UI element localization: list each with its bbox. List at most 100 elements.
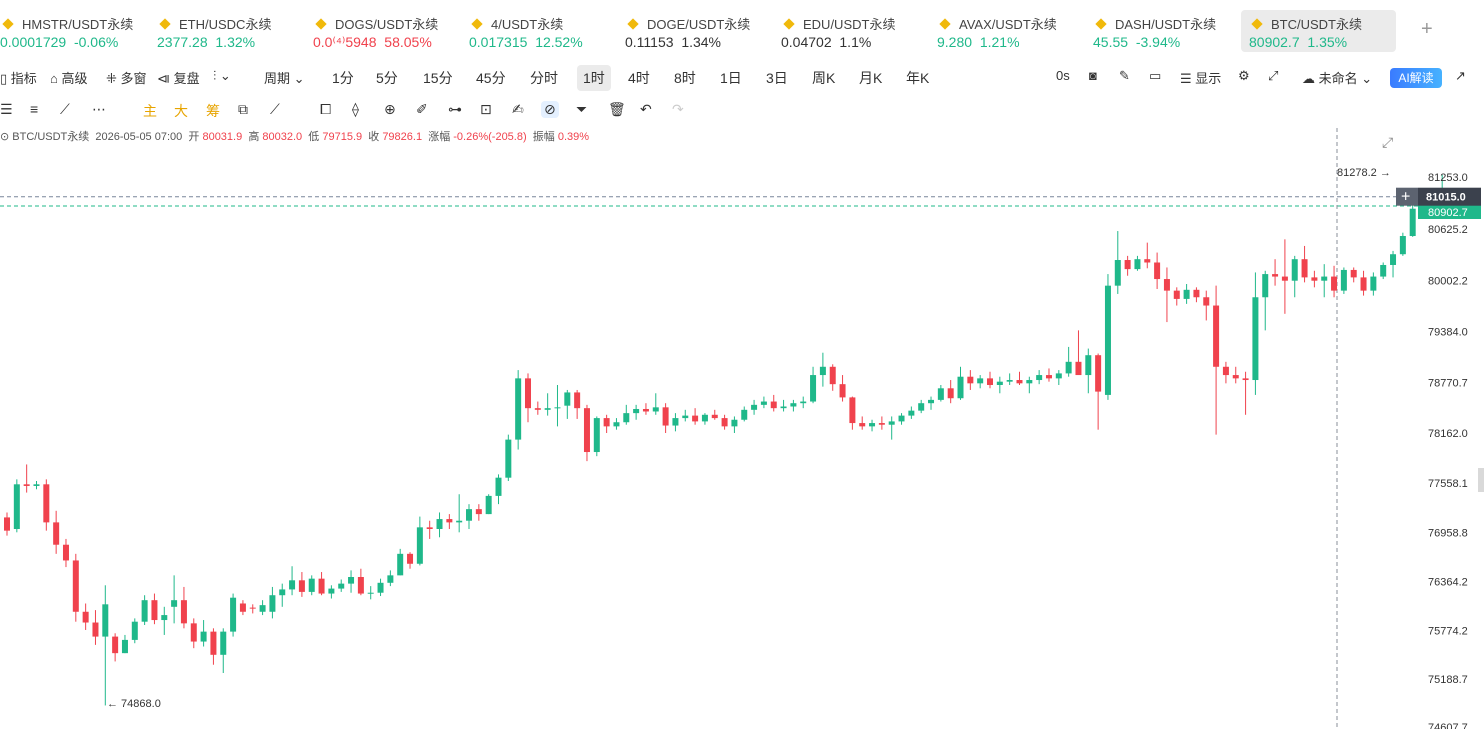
collapse-icon[interactable]: ⊙ xyxy=(0,131,10,143)
candle-body xyxy=(475,509,482,515)
display-button[interactable]: ☰ 显示 xyxy=(1180,71,1222,86)
period-0[interactable]: 1分 xyxy=(332,70,354,86)
candle-body xyxy=(121,639,128,654)
marker-icon[interactable]: ✐ xyxy=(416,101,428,117)
period-11[interactable]: 月K xyxy=(859,70,883,86)
magnet-icon[interactable]: ⊘ xyxy=(541,101,559,118)
ticker-dogs[interactable]: DOGS/USDT永续 0.0⁽⁴⁾5948 58.05% xyxy=(313,10,463,52)
candle-body xyxy=(544,408,551,410)
ticker-doge[interactable]: DOGE/USDT永续 0.11153 1.34% xyxy=(625,10,775,52)
undo-icon[interactable]: ↶ xyxy=(640,101,652,117)
pen-icon[interactable]: ✎ xyxy=(1119,68,1130,83)
menu-icon[interactable]: ☰ xyxy=(0,101,13,117)
candle-body xyxy=(731,419,738,427)
list-icon[interactable]: ≡ xyxy=(30,101,39,117)
replay-label: 复盘 xyxy=(173,71,200,86)
camera-icon[interactable]: ◙ xyxy=(1089,68,1097,83)
candle-body xyxy=(947,388,954,399)
period-9[interactable]: 3日 xyxy=(766,70,788,86)
indicators-button[interactable]: ▯ 指标 xyxy=(0,71,37,86)
ticker-4[interactable]: 4/USDT永续 0.017315 12.52% xyxy=(469,10,619,52)
period-10[interactable]: 周K xyxy=(812,70,836,86)
comment-icon[interactable]: ▭ xyxy=(1149,68,1162,83)
copy-icon[interactable]: ⧉ xyxy=(238,101,248,117)
ticker-eth[interactable]: ETH/USDC永续 2377.28 1.32% xyxy=(157,10,307,52)
candle-body xyxy=(1055,373,1062,379)
candle-body xyxy=(1163,279,1170,291)
ticker-bar: HMSTR/USDT永续 0.0001729 -0.06% ETH/USDC永续 23… xyxy=(0,0,1484,58)
ticker-avax[interactable]: AVAX/USDT永续 9.280 1.21% xyxy=(937,10,1087,52)
filter-icon[interactable]: ⏷ xyxy=(576,101,588,117)
brush-icon[interactable]: ⟋ xyxy=(270,101,280,117)
candle-body xyxy=(928,399,935,404)
period-1[interactable]: 5分 xyxy=(376,70,398,86)
zoom-icon[interactable]: ⊕ xyxy=(384,101,396,117)
candle-body xyxy=(161,615,168,621)
ticker-btc[interactable]: BTC/USDT永续 80902.7 1.35% xyxy=(1241,10,1396,52)
link-icon[interactable]: ⊶ xyxy=(448,101,462,117)
advanced-button[interactable]: ⌂ 高级 xyxy=(50,71,88,86)
candle-body xyxy=(180,600,187,624)
current-price-label: 81015.0 xyxy=(1426,192,1466,204)
plus-icon[interactable]: + xyxy=(1401,189,1410,206)
candle-body xyxy=(495,477,502,496)
candle-type-icon[interactable]: ⫶ ⌄ xyxy=(213,68,231,83)
ticker-dash[interactable]: DASH/USDT永续 45.55 -3.94% xyxy=(1093,10,1243,52)
main-indicator-button[interactable]: 主 xyxy=(143,103,157,119)
candle-body xyxy=(1193,289,1200,298)
period-12[interactable]: 年K xyxy=(906,70,930,86)
side-panel-handle[interactable] xyxy=(1478,468,1484,492)
candle-body xyxy=(436,519,443,530)
candle-body xyxy=(1213,305,1220,367)
period-3[interactable]: 45分 xyxy=(476,70,506,86)
ticker-edu[interactable]: EDU/USDT永续 0.04702 1.1% xyxy=(781,10,931,52)
chip-button[interactable]: 筹 xyxy=(206,103,220,119)
candle-body xyxy=(701,414,708,422)
line-tool-icon[interactable]: ⟋ xyxy=(60,101,70,117)
ticker-hmstr[interactable]: HMSTR/USDT永续 0.0001729 -0.06% xyxy=(0,10,150,52)
indicators-label: 指标 xyxy=(10,71,37,86)
layout-dropdown[interactable]: ☁ 未命名 ⌄ xyxy=(1302,71,1373,86)
candle-body xyxy=(259,605,266,612)
candle-body xyxy=(210,631,217,655)
edit-icon[interactable]: ✍ xyxy=(512,101,524,117)
trash-icon[interactable]: 🗑 xyxy=(608,101,626,117)
candle-body xyxy=(1291,259,1298,281)
period-dropdown[interactable]: 周期 ⌄ xyxy=(264,71,305,86)
candle-body xyxy=(446,519,453,523)
candle-body xyxy=(367,592,374,594)
ruler-icon[interactable]: ⟠ xyxy=(352,101,359,117)
period-7[interactable]: 8时 xyxy=(674,70,696,86)
candle-body xyxy=(289,580,296,590)
replay-button[interactable]: ⧏ 复盘 xyxy=(157,71,200,86)
candle-body xyxy=(751,404,758,410)
crop-icon[interactable]: ⧠ xyxy=(320,101,332,117)
big-order-button[interactable]: 大 xyxy=(174,103,188,119)
lock-icon[interactable]: ⊡ xyxy=(480,101,492,117)
period-6[interactable]: 4时 xyxy=(628,70,650,86)
info-symbol: BTC/USDT永续 xyxy=(12,131,90,143)
candle-body xyxy=(810,375,817,402)
more-icon[interactable]: ⋯ xyxy=(92,101,106,117)
candle-body xyxy=(554,407,561,409)
period-5[interactable]: 1时 xyxy=(577,65,611,91)
crosshair-plus-button[interactable] xyxy=(1396,187,1418,206)
candle-body xyxy=(1085,355,1092,376)
candle-body xyxy=(859,423,866,427)
ticker-name: BTC/USDT永续 xyxy=(1251,14,1362,33)
add-ticker-button[interactable]: + xyxy=(1421,18,1433,40)
trend-icon[interactable]: ↗ xyxy=(1455,68,1466,83)
redo-icon[interactable]: ↷ xyxy=(672,101,684,117)
multi-window-button[interactable]: ⁜ 多窗 xyxy=(106,71,147,86)
candle-body xyxy=(1340,269,1347,291)
ai-interpret-button[interactable]: AI解读 xyxy=(1390,68,1442,88)
candle-body xyxy=(1360,277,1367,291)
period-8[interactable]: 1日 xyxy=(720,70,742,86)
candle-body xyxy=(43,484,50,523)
period-2[interactable]: 15分 xyxy=(423,70,453,86)
settings-icon[interactable]: ⚙ xyxy=(1238,68,1250,83)
period-4[interactable]: 分时 xyxy=(530,70,558,86)
fullscreen-icon[interactable]: ⤢ xyxy=(1268,68,1279,83)
expand-icon[interactable]: ⤢ xyxy=(1382,134,1393,150)
